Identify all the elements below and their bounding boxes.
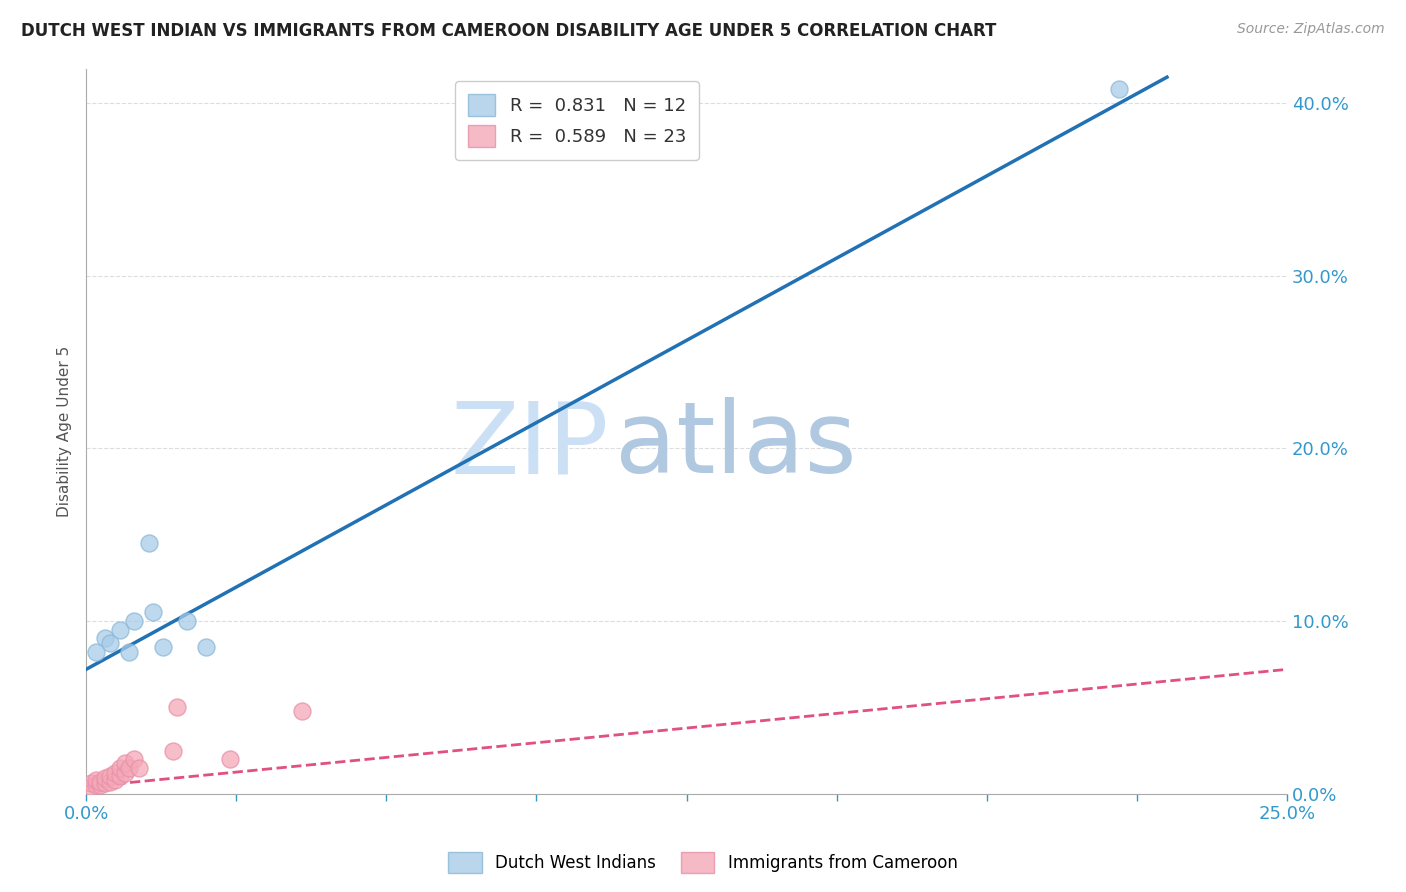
Point bbox=[108, 623, 131, 637]
Point bbox=[108, 769, 131, 783]
Point bbox=[122, 614, 145, 628]
Y-axis label: Disability Age Under 5: Disability Age Under 5 bbox=[58, 345, 72, 516]
Point bbox=[94, 776, 117, 790]
Point bbox=[89, 774, 111, 789]
Point bbox=[152, 640, 174, 654]
Point bbox=[94, 771, 117, 785]
Point bbox=[128, 761, 150, 775]
Point bbox=[176, 614, 198, 628]
Point bbox=[138, 536, 160, 550]
Point bbox=[1108, 82, 1130, 96]
Text: atlas: atlas bbox=[614, 397, 856, 494]
Point bbox=[219, 752, 242, 766]
Point bbox=[108, 761, 131, 775]
Text: DUTCH WEST INDIAN VS IMMIGRANTS FROM CAMEROON DISABILITY AGE UNDER 5 CORRELATION: DUTCH WEST INDIAN VS IMMIGRANTS FROM CAM… bbox=[21, 22, 997, 40]
Point bbox=[80, 780, 103, 794]
Legend: Dutch West Indians, Immigrants from Cameroon: Dutch West Indians, Immigrants from Came… bbox=[441, 846, 965, 880]
Point bbox=[84, 772, 107, 787]
Point bbox=[142, 606, 165, 620]
Point bbox=[80, 776, 103, 790]
Point bbox=[162, 743, 184, 757]
Point bbox=[291, 704, 314, 718]
Point bbox=[118, 761, 141, 775]
Point bbox=[94, 632, 117, 646]
Point bbox=[104, 766, 127, 780]
Point bbox=[122, 752, 145, 766]
Point bbox=[98, 769, 121, 783]
Point bbox=[166, 700, 188, 714]
Point bbox=[114, 756, 136, 770]
Text: ZIP: ZIP bbox=[450, 397, 609, 494]
Point bbox=[98, 774, 121, 789]
Point bbox=[98, 636, 121, 650]
Legend: R =  0.831   N = 12, R =  0.589   N = 23: R = 0.831 N = 12, R = 0.589 N = 23 bbox=[456, 81, 699, 160]
Point bbox=[195, 640, 218, 654]
Point bbox=[89, 778, 111, 792]
Point bbox=[84, 778, 107, 792]
Point bbox=[104, 772, 127, 787]
Point bbox=[84, 645, 107, 659]
Point bbox=[114, 766, 136, 780]
Text: Source: ZipAtlas.com: Source: ZipAtlas.com bbox=[1237, 22, 1385, 37]
Point bbox=[118, 645, 141, 659]
